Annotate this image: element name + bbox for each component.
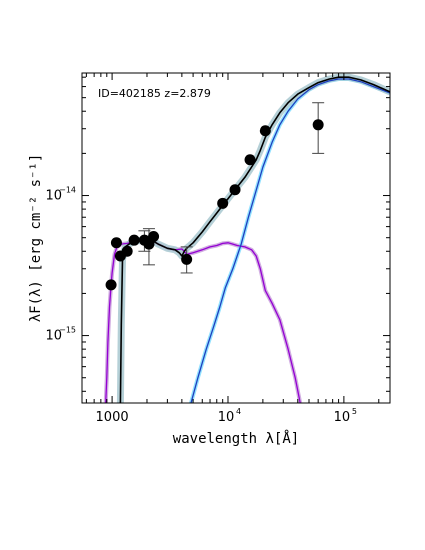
series-total-band — [116, 73, 390, 403]
series-total-line — [119, 76, 390, 403]
data-point — [229, 184, 241, 196]
x-tick-label-exponent: 4 — [236, 407, 241, 416]
y-axis-label: λF(λ) [erg cm⁻² s⁻¹] — [28, 154, 44, 323]
x-tick-label-base: 10 — [218, 410, 235, 425]
series-stellar-line — [105, 238, 301, 403]
data-point — [105, 279, 117, 291]
y-tick-label-base: 10 — [45, 189, 62, 204]
data-point — [148, 230, 160, 242]
series-stellar-band — [103, 236, 303, 403]
x-tick-label-base: 10 — [334, 410, 351, 425]
y-tick-label-base: 10 — [45, 329, 62, 344]
y-tick-label-exponent: −15 — [59, 326, 76, 335]
x-tick-label-exponent: 5 — [352, 407, 357, 416]
data-point — [312, 119, 324, 131]
data-point — [181, 253, 193, 265]
data-point — [259, 125, 271, 137]
data-point — [128, 234, 140, 246]
data-point — [244, 154, 256, 166]
plot-frame — [81, 72, 391, 404]
data-point — [217, 197, 229, 209]
data-point — [110, 237, 122, 249]
y-tick-label-exponent: −14 — [59, 186, 76, 195]
source-id-annotation: ID=402185 z=2.879 — [98, 87, 211, 100]
x-axis-label: wavelength λ[Å] — [173, 430, 299, 447]
series-dust-line — [190, 78, 390, 403]
data-point — [121, 245, 133, 257]
x-tick-label: 1000 — [96, 410, 129, 425]
